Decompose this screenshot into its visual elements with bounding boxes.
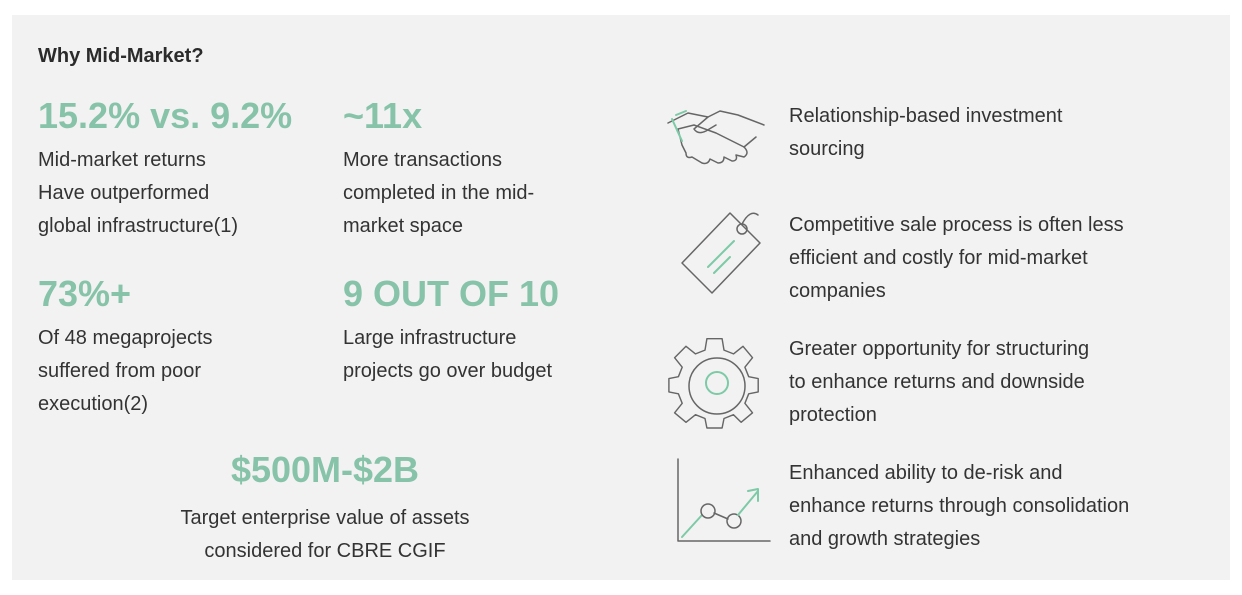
line: to enhance returns and downside — [789, 371, 1085, 393]
line: Relationship-based investment — [789, 105, 1063, 127]
line: sourcing — [789, 138, 865, 160]
stat-figure: 15.2% vs. 9.2% — [38, 95, 293, 136]
line: execution(2) — [38, 393, 149, 415]
line: Large infrastructure — [343, 327, 517, 349]
line: enhance returns through consolidation — [789, 495, 1130, 517]
line: global infrastructure(1) — [38, 215, 239, 237]
line: More transactions — [343, 149, 502, 171]
stat-figure: $500M-$2B — [230, 449, 420, 490]
title: Why Mid-Market? — [38, 45, 204, 67]
line: Mid-market returns — [38, 149, 206, 171]
point-text: Competitive sale process is often less e… — [789, 209, 1124, 308]
stat-text: Target enterprise value of assets consid… — [125, 502, 525, 568]
gear-icon — [668, 337, 759, 429]
stat-text: Of 48 megaprojects suffered from poor ex… — [38, 322, 213, 421]
line: considered for CBRE CGIF — [204, 540, 446, 562]
stat-text: Mid-market returns Have outperformed glo… — [38, 144, 238, 243]
tag-icon — [681, 212, 761, 294]
line: companies — [789, 280, 886, 302]
line: projects go over budget — [343, 360, 553, 382]
line: Target enterprise value of assets — [180, 507, 470, 529]
stat-figure: 9 OUT OF 10 — [343, 273, 560, 314]
line: suffered from poor — [38, 360, 202, 382]
line: Have outperformed — [38, 182, 210, 204]
handshake-icon — [667, 110, 765, 165]
line: protection — [789, 404, 877, 426]
stat-figure: 73%+ — [38, 273, 132, 314]
line: Of 48 megaprojects — [38, 327, 213, 349]
panel: Why Mid-Market? 15.2% vs. 9.2% Mid-marke… — [12, 15, 1230, 580]
line: Greater opportunity for structuring — [789, 338, 1090, 360]
point-text: Relationship-based investment sourcing — [789, 100, 1063, 166]
line: completed in the mid- — [343, 182, 535, 204]
line: efficient and costly for mid-market — [789, 247, 1088, 269]
stat-text: Large infrastructure projects go over bu… — [343, 322, 552, 388]
line: market space — [343, 215, 464, 237]
line: Competitive sale process is often less — [789, 214, 1124, 236]
line: and growth strategies — [789, 528, 981, 550]
growth-chart-icon — [677, 458, 771, 542]
stat-figure: ~11x — [343, 95, 423, 136]
stat-text: More transactions completed in the mid- … — [343, 144, 534, 243]
point-text: Enhanced ability to de-risk and enhance … — [789, 457, 1129, 556]
line: Enhanced ability to de-risk and — [789, 462, 1063, 484]
point-text: Greater opportunity for structuring to e… — [789, 333, 1089, 432]
